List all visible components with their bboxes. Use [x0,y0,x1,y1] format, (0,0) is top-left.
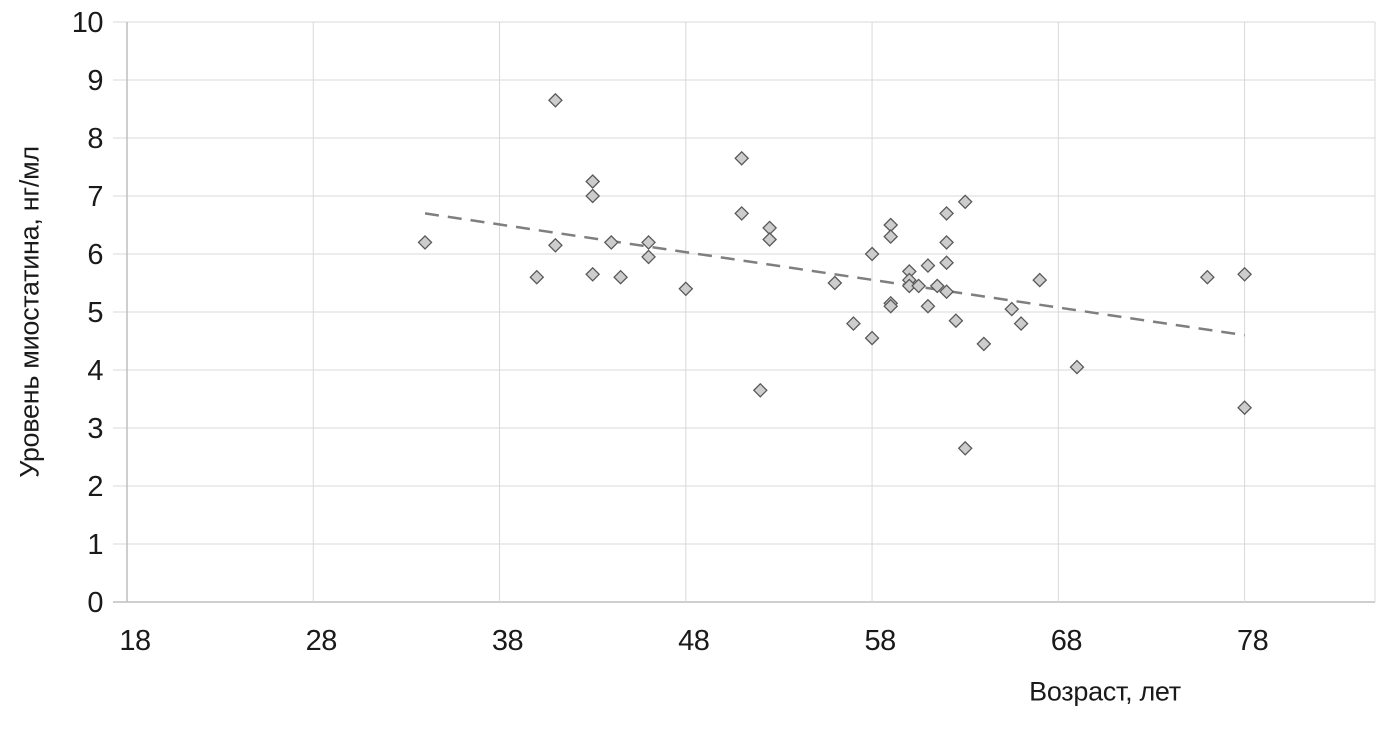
data-point [864,330,880,346]
data-point [1013,316,1029,332]
y-tick-label: 10 [72,7,103,39]
y-tick-label: 9 [87,65,103,97]
y-tick-label: 2 [87,471,103,503]
x-tick-label: 38 [492,625,523,657]
y-tick-label: 6 [87,239,103,271]
data-point [1069,359,1085,375]
x-tick-label: 68 [1051,625,1082,657]
data-point [734,205,750,221]
data-point [939,205,955,221]
data-point [846,316,861,332]
data-point [752,382,768,398]
data-point [1237,266,1253,282]
x-axis-title: Возраст, лет [1029,676,1181,707]
data-point [957,440,973,456]
data-point [827,275,843,291]
data-point [911,278,927,294]
x-tick-label: 58 [864,625,895,657]
data-point [957,194,973,210]
data-point [734,150,750,166]
data-point [948,313,964,329]
data-point [929,278,945,294]
y-axis-title: Уровень миостатина, нг/мл [14,146,45,478]
y-tick-label: 1 [87,529,103,561]
data-point [976,336,992,352]
data-point [883,229,899,245]
x-tick-label: 78 [1237,625,1268,657]
data-point [585,174,601,189]
data-point [547,92,563,108]
y-tick-label: 7 [87,181,103,213]
data-point [529,269,545,285]
data-point [603,234,619,250]
data-point [1237,400,1253,416]
data-point [678,281,694,297]
data-point [762,232,778,247]
data-point [1199,269,1215,285]
data-point [585,188,601,204]
y-tick-label: 3 [87,413,103,445]
data-point [417,234,433,250]
data-point [920,258,936,274]
data-point [920,298,936,314]
data-point [613,269,629,285]
data-point [939,255,955,271]
y-tick-label: 4 [87,355,103,387]
y-tick-label: 5 [87,297,103,329]
data-point [1032,272,1048,288]
data-point [883,298,899,314]
x-tick-label: 48 [678,625,709,657]
data-point [1004,301,1020,317]
data-point [641,234,656,250]
data-point [864,246,880,262]
data-point [585,266,601,282]
data-point [641,249,656,265]
data-point [939,234,955,250]
y-tick-label: 0 [87,587,103,619]
x-tick-label: 18 [119,625,150,657]
data-point [547,237,563,253]
x-tick-label: 28 [306,625,337,657]
y-tick-label: 8 [87,123,103,155]
data-point [939,284,955,300]
trend-line [424,212,1245,337]
